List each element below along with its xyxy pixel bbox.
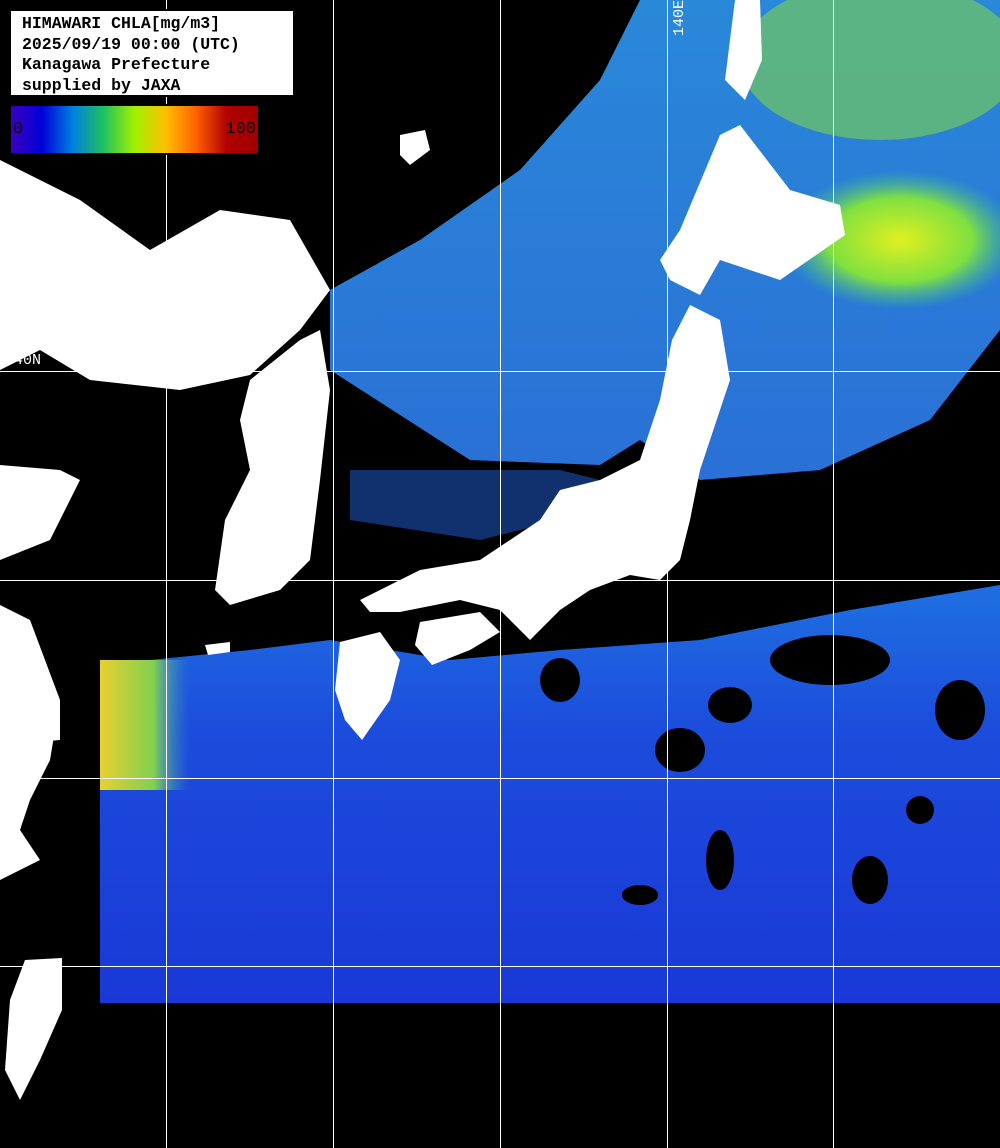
colorbar-min: 0 (13, 120, 24, 139)
pacific-data-region (100, 585, 1000, 1003)
title-datetime: 2025/09/19 00:00 (UTC) (22, 34, 240, 54)
north-green (740, 0, 1000, 140)
ulleung-island (400, 130, 430, 165)
asia-mainland-north (0, 160, 330, 390)
title-product: HIMAWARI CHLA[mg/m3] (22, 14, 221, 33)
lat-label-30n: 30N (14, 760, 42, 777)
title-org: Kanagawa Prefecture (22, 55, 211, 74)
taiwan (5, 958, 62, 1100)
title-box: HIMAWARI CHLA[mg/m3] 2025/09/19 00:00 (U… (9, 9, 295, 97)
korea-peninsula (215, 330, 330, 605)
colorbar-gradient (11, 106, 258, 153)
lat-label-40n: 40N (14, 352, 42, 369)
shikoku (415, 612, 500, 665)
west-bloom (100, 660, 190, 790)
honshu (360, 305, 730, 640)
hokkaido (660, 125, 845, 295)
land (0, 0, 845, 1100)
sakhalin (725, 0, 762, 100)
colorbar: 0 100 (9, 104, 260, 155)
china-coast-3 (0, 690, 60, 745)
kyushu (335, 632, 400, 740)
lon-label-140e: 140E (671, 0, 688, 36)
title-credit: supplied by JAXA (22, 75, 181, 95)
china-coast-1 (0, 465, 80, 560)
colorbar-max: 100 (225, 120, 256, 139)
jeju (205, 642, 230, 655)
